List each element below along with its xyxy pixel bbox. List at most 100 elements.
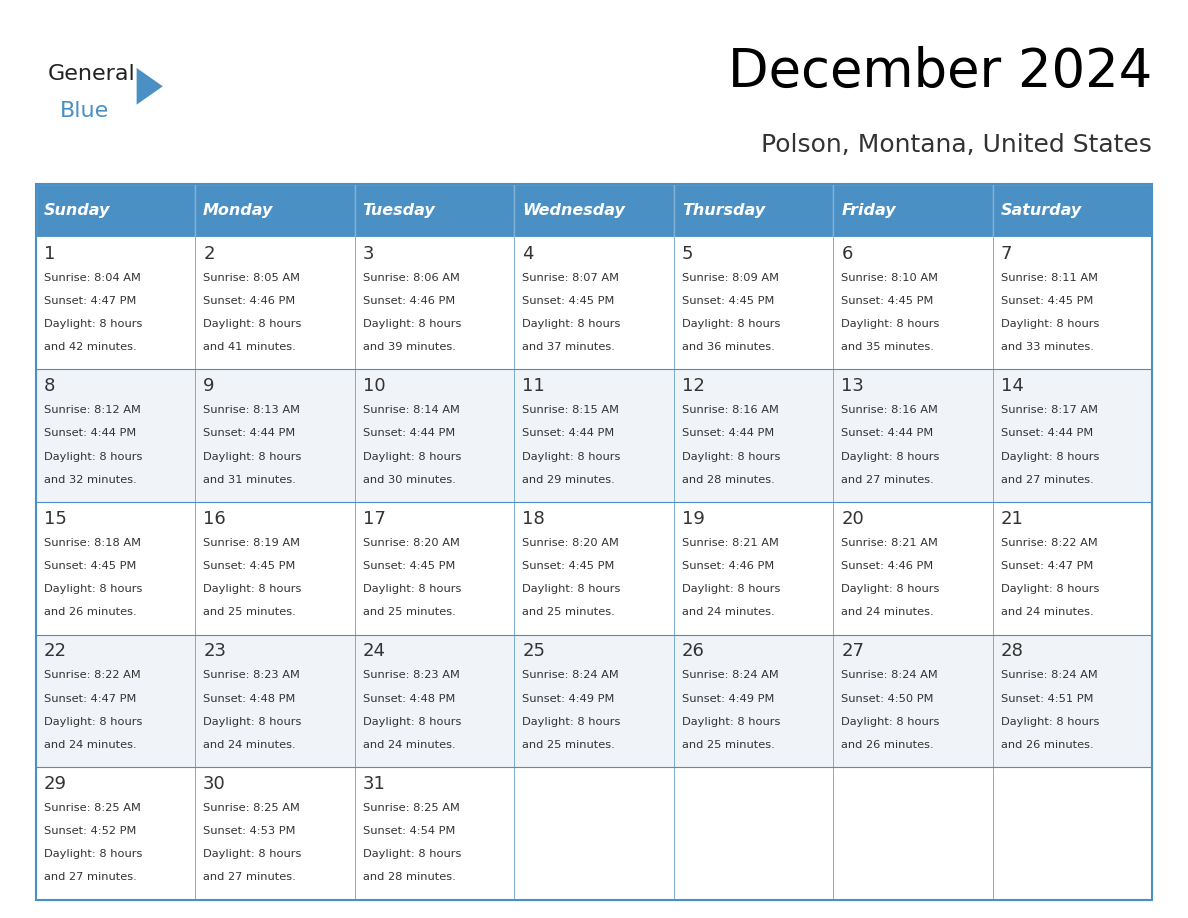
Text: Daylight: 8 hours: Daylight: 8 hours bbox=[44, 452, 143, 462]
Text: 28: 28 bbox=[1000, 643, 1024, 660]
FancyBboxPatch shape bbox=[674, 634, 833, 767]
FancyBboxPatch shape bbox=[833, 767, 993, 900]
Text: and 26 minutes.: and 26 minutes. bbox=[841, 740, 934, 750]
Text: Daylight: 8 hours: Daylight: 8 hours bbox=[523, 584, 620, 594]
Text: Sunrise: 8:25 AM: Sunrise: 8:25 AM bbox=[44, 803, 140, 812]
Text: 22: 22 bbox=[44, 643, 67, 660]
Text: Sunset: 4:44 PM: Sunset: 4:44 PM bbox=[682, 429, 775, 439]
Text: Daylight: 8 hours: Daylight: 8 hours bbox=[362, 584, 461, 594]
Text: Daylight: 8 hours: Daylight: 8 hours bbox=[362, 319, 461, 329]
FancyBboxPatch shape bbox=[833, 237, 993, 369]
Text: Blue: Blue bbox=[59, 101, 108, 121]
Text: Sunrise: 8:25 AM: Sunrise: 8:25 AM bbox=[362, 803, 460, 812]
Text: Sunset: 4:46 PM: Sunset: 4:46 PM bbox=[682, 561, 775, 571]
Text: Sunset: 4:44 PM: Sunset: 4:44 PM bbox=[362, 429, 455, 439]
Text: and 28 minutes.: and 28 minutes. bbox=[682, 475, 775, 485]
Text: Sunset: 4:44 PM: Sunset: 4:44 PM bbox=[841, 429, 934, 439]
Text: Sunrise: 8:07 AM: Sunrise: 8:07 AM bbox=[523, 273, 619, 283]
FancyBboxPatch shape bbox=[674, 184, 833, 237]
Text: Sunrise: 8:22 AM: Sunrise: 8:22 AM bbox=[44, 670, 140, 680]
Text: Sunset: 4:46 PM: Sunset: 4:46 PM bbox=[841, 561, 934, 571]
Text: December 2024: December 2024 bbox=[728, 46, 1152, 98]
Text: Daylight: 8 hours: Daylight: 8 hours bbox=[362, 452, 461, 462]
Text: Sunrise: 8:24 AM: Sunrise: 8:24 AM bbox=[841, 670, 939, 680]
Text: Daylight: 8 hours: Daylight: 8 hours bbox=[1000, 717, 1099, 727]
FancyBboxPatch shape bbox=[355, 184, 514, 237]
FancyBboxPatch shape bbox=[514, 634, 674, 767]
FancyBboxPatch shape bbox=[195, 634, 355, 767]
Text: Sunset: 4:45 PM: Sunset: 4:45 PM bbox=[362, 561, 455, 571]
Text: Daylight: 8 hours: Daylight: 8 hours bbox=[841, 584, 940, 594]
FancyBboxPatch shape bbox=[993, 237, 1152, 369]
FancyBboxPatch shape bbox=[514, 237, 674, 369]
FancyBboxPatch shape bbox=[674, 502, 833, 634]
Text: Sunset: 4:45 PM: Sunset: 4:45 PM bbox=[203, 561, 296, 571]
Text: Sunrise: 8:12 AM: Sunrise: 8:12 AM bbox=[44, 405, 140, 415]
Text: and 32 minutes.: and 32 minutes. bbox=[44, 475, 137, 485]
FancyBboxPatch shape bbox=[833, 184, 993, 237]
Text: Daylight: 8 hours: Daylight: 8 hours bbox=[362, 717, 461, 727]
Text: and 41 minutes.: and 41 minutes. bbox=[203, 342, 296, 353]
FancyBboxPatch shape bbox=[355, 502, 514, 634]
Text: 19: 19 bbox=[682, 509, 704, 528]
Text: Sunrise: 8:09 AM: Sunrise: 8:09 AM bbox=[682, 273, 779, 283]
Text: Sunset: 4:44 PM: Sunset: 4:44 PM bbox=[523, 429, 614, 439]
FancyBboxPatch shape bbox=[514, 767, 674, 900]
Text: 13: 13 bbox=[841, 377, 864, 396]
Text: Sunrise: 8:18 AM: Sunrise: 8:18 AM bbox=[44, 538, 140, 548]
FancyBboxPatch shape bbox=[833, 502, 993, 634]
Text: Daylight: 8 hours: Daylight: 8 hours bbox=[841, 452, 940, 462]
Text: Sunrise: 8:15 AM: Sunrise: 8:15 AM bbox=[523, 405, 619, 415]
Text: and 25 minutes.: and 25 minutes. bbox=[523, 608, 615, 617]
FancyBboxPatch shape bbox=[355, 634, 514, 767]
Text: General: General bbox=[48, 64, 135, 84]
Text: Sunrise: 8:17 AM: Sunrise: 8:17 AM bbox=[1000, 405, 1098, 415]
Text: Sunset: 4:47 PM: Sunset: 4:47 PM bbox=[44, 693, 135, 703]
FancyBboxPatch shape bbox=[36, 369, 195, 502]
FancyBboxPatch shape bbox=[514, 369, 674, 502]
FancyBboxPatch shape bbox=[993, 767, 1152, 900]
Text: Daylight: 8 hours: Daylight: 8 hours bbox=[1000, 584, 1099, 594]
Text: Daylight: 8 hours: Daylight: 8 hours bbox=[1000, 452, 1099, 462]
FancyBboxPatch shape bbox=[993, 369, 1152, 502]
Text: Daylight: 8 hours: Daylight: 8 hours bbox=[44, 717, 143, 727]
Text: and 25 minutes.: and 25 minutes. bbox=[362, 608, 455, 617]
Text: and 35 minutes.: and 35 minutes. bbox=[841, 342, 934, 353]
Text: Sunrise: 8:23 AM: Sunrise: 8:23 AM bbox=[362, 670, 460, 680]
Text: and 33 minutes.: and 33 minutes. bbox=[1000, 342, 1094, 353]
Text: Sunrise: 8:14 AM: Sunrise: 8:14 AM bbox=[362, 405, 460, 415]
Text: Sunrise: 8:19 AM: Sunrise: 8:19 AM bbox=[203, 538, 301, 548]
Text: Sunset: 4:45 PM: Sunset: 4:45 PM bbox=[523, 296, 614, 306]
FancyBboxPatch shape bbox=[993, 502, 1152, 634]
Text: and 24 minutes.: and 24 minutes. bbox=[362, 740, 455, 750]
Text: and 24 minutes.: and 24 minutes. bbox=[682, 608, 775, 617]
FancyBboxPatch shape bbox=[36, 634, 195, 767]
Text: 2: 2 bbox=[203, 245, 215, 263]
Text: Sunrise: 8:20 AM: Sunrise: 8:20 AM bbox=[362, 538, 460, 548]
Text: Sunset: 4:52 PM: Sunset: 4:52 PM bbox=[44, 826, 135, 836]
FancyBboxPatch shape bbox=[36, 237, 195, 369]
Text: Sunrise: 8:13 AM: Sunrise: 8:13 AM bbox=[203, 405, 301, 415]
FancyBboxPatch shape bbox=[36, 767, 195, 900]
Text: Wednesday: Wednesday bbox=[523, 203, 625, 218]
FancyBboxPatch shape bbox=[355, 767, 514, 900]
Text: 9: 9 bbox=[203, 377, 215, 396]
Text: Sunset: 4:53 PM: Sunset: 4:53 PM bbox=[203, 826, 296, 836]
Text: Sunset: 4:46 PM: Sunset: 4:46 PM bbox=[362, 296, 455, 306]
FancyBboxPatch shape bbox=[674, 369, 833, 502]
FancyBboxPatch shape bbox=[514, 502, 674, 634]
Text: Sunset: 4:45 PM: Sunset: 4:45 PM bbox=[841, 296, 934, 306]
Text: Sunset: 4:47 PM: Sunset: 4:47 PM bbox=[1000, 561, 1093, 571]
Text: Daylight: 8 hours: Daylight: 8 hours bbox=[203, 319, 302, 329]
Text: Sunset: 4:46 PM: Sunset: 4:46 PM bbox=[203, 296, 296, 306]
Text: 21: 21 bbox=[1000, 509, 1024, 528]
Text: 15: 15 bbox=[44, 509, 67, 528]
Text: and 26 minutes.: and 26 minutes. bbox=[1000, 740, 1093, 750]
Text: Sunset: 4:45 PM: Sunset: 4:45 PM bbox=[523, 561, 614, 571]
Text: 7: 7 bbox=[1000, 245, 1012, 263]
Text: and 25 minutes.: and 25 minutes. bbox=[203, 608, 296, 617]
FancyBboxPatch shape bbox=[833, 634, 993, 767]
Text: and 27 minutes.: and 27 minutes. bbox=[203, 872, 296, 882]
Text: Daylight: 8 hours: Daylight: 8 hours bbox=[682, 717, 781, 727]
Text: Daylight: 8 hours: Daylight: 8 hours bbox=[841, 319, 940, 329]
